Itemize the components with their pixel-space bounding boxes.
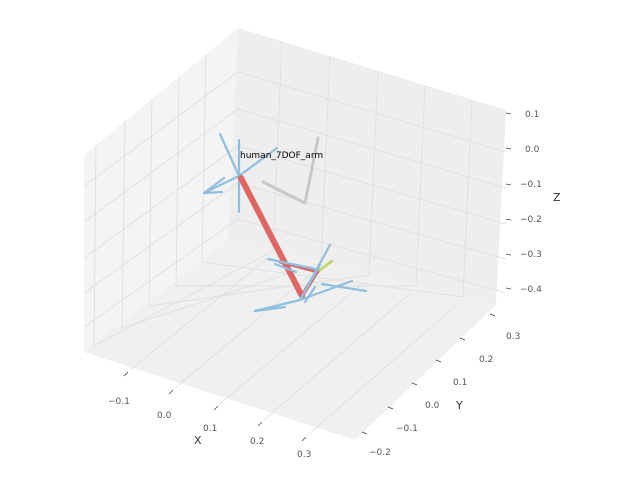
z-tick-label: −0.2 — [520, 215, 542, 225]
z-axis-label: Z — [553, 191, 561, 204]
y-tick-label: −0.2 — [369, 448, 391, 458]
pane-floor — [84, 240, 496, 440]
y-tick-label: 0.2 — [479, 355, 493, 365]
z-tick-label: 0.1 — [525, 110, 539, 120]
x-tick-label: 0.0 — [157, 411, 172, 421]
z-tick-label: −0.3 — [520, 250, 542, 260]
z-tick-label: −0.4 — [520, 285, 542, 295]
y-tick-label: −0.1 — [396, 424, 418, 434]
x-tick-label: −0.1 — [108, 397, 130, 407]
z-tick-label: −0.1 — [520, 180, 542, 190]
arm-shadow-line — [261, 136, 320, 205]
tick-marks — [123, 112, 512, 442]
y-tick-label: 0.0 — [425, 401, 440, 411]
y-tick-label: 0.1 — [453, 378, 467, 388]
x-tick-label: 0.3 — [297, 450, 311, 460]
y-tick-label: 0.3 — [506, 332, 520, 342]
wrist-frame — [253, 243, 368, 313]
x-axis-label: X — [194, 434, 202, 447]
end-effector-marker — [318, 259, 334, 272]
grid-lines — [83, 40, 507, 436]
x-tick-label: 0.1 — [203, 424, 217, 434]
arm-annotation: human_7DOF_arm — [240, 151, 323, 161]
x-tick-label: 0.2 — [250, 437, 264, 447]
y-axis-label: Y — [455, 399, 463, 412]
z-tick-label: 0.0 — [525, 145, 540, 155]
